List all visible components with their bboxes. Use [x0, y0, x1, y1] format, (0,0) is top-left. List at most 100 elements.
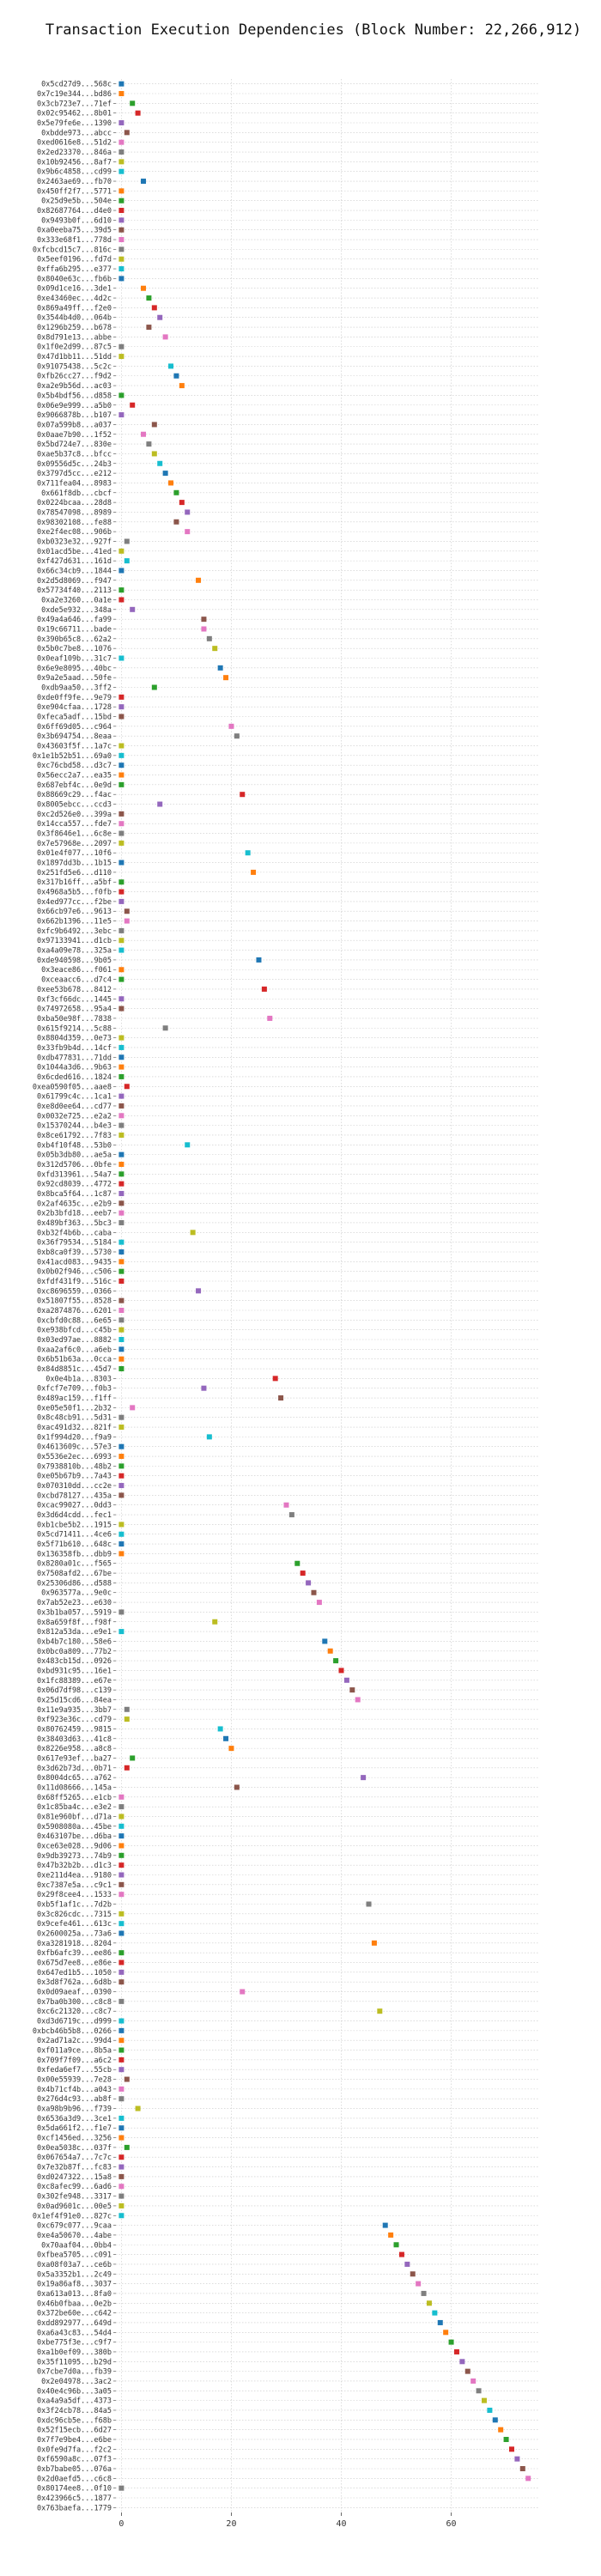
data-point: [124, 1716, 130, 1722]
y-tick-label: 0xfcbcd15c7...816c: [33, 246, 112, 254]
data-point: [118, 1959, 124, 1965]
y-tick-label: 0x25306d86...d588: [37, 1579, 112, 1588]
data-point: [118, 898, 124, 904]
y-tick-label: 0x1044a3d6...9b63: [37, 1064, 112, 1072]
y-tick-label: 0x8ce61792...7f83: [37, 1132, 112, 1140]
data-point: [146, 295, 152, 301]
y-tick-label: 0x80762459...9815: [37, 1725, 112, 1734]
data-point: [228, 1746, 234, 1752]
data-point: [212, 1619, 218, 1625]
data-point: [118, 743, 124, 749]
y-tick-labels: 0x5cd27d9...568c0x7c19e344...bd860x3cb72…: [33, 81, 112, 2513]
data-point: [464, 2368, 470, 2374]
chart-title: Transaction Execution Dependencies (Bloc…: [46, 21, 581, 39]
data-point: [118, 266, 124, 272]
data-point: [118, 1551, 124, 1557]
y-tick-label: 0x1e1b52b51...69a0: [33, 752, 112, 761]
data-point: [366, 1901, 372, 1907]
y-tick-label: 0x7c19e344...bd86: [37, 90, 112, 99]
y-tick-label: 0xde940598...9b05: [37, 957, 112, 965]
y-tick-label: 0xbe775f3e...c9f7: [37, 2339, 112, 2348]
data-point: [118, 2184, 124, 2190]
y-tick-label: 0xa08f03a7...ce6b: [37, 2261, 112, 2269]
y-tick-label: 0x5cd71411...4ce6: [37, 1531, 112, 1540]
y-tick-label: 0x333e68f1...778d: [37, 236, 112, 245]
y-tick-label: 0x9db39273...74b9: [37, 1852, 112, 1861]
data-point: [349, 1687, 355, 1693]
y-tick-label: 0xf011a9ce...8b5a: [37, 2047, 112, 2056]
y-tick-label: 0xd0247322...15a8: [37, 2173, 112, 2182]
data-point: [118, 1122, 124, 1128]
y-tick-label: 0x5b0c7be8...1076: [37, 645, 112, 653]
data-point: [421, 2290, 427, 2296]
data-point: [118, 1200, 124, 1206]
y-tick-label: 0xc679c077...9caa: [37, 2222, 112, 2231]
data-point: [118, 2067, 124, 2073]
data-point: [118, 1317, 124, 1323]
y-tick-label: 0x1ef4f91e0...827c: [33, 2212, 112, 2221]
y-tick-label: 0x7f7e9be4...e6be: [37, 2436, 112, 2445]
y-tick-label: 0x5eef0196...fd7d: [37, 256, 112, 264]
data-point: [355, 1697, 361, 1703]
data-point: [118, 762, 124, 769]
data-point: [118, 188, 124, 194]
y-tick-label: 0x8804d359...0e73: [37, 1035, 112, 1043]
data-point: [118, 1035, 124, 1041]
y-tick-label: 0x29f8cee4...1533: [37, 1891, 112, 1899]
data-point: [118, 2213, 124, 2219]
data-point: [118, 2115, 124, 2121]
y-tick-label: 0x0d09aeaf...0390: [37, 1989, 112, 1997]
y-tick-label: 0x276d4c93...ab8f: [37, 2095, 112, 2104]
data-point: [124, 2076, 130, 2082]
data-point: [118, 1346, 124, 1352]
data-point: [118, 1073, 124, 1079]
y-tick-label: 0x84d8851c...45d7: [37, 1365, 112, 1374]
y-tick-label: 0x3b1ba057...5919: [37, 1608, 112, 1617]
data-point: [118, 2173, 124, 2179]
y-tick-label: 0x5f71b610...648c: [37, 1540, 112, 1549]
data-point: [212, 646, 218, 652]
y-tick-label: 0xdd892977...649d: [37, 2319, 112, 2328]
data-point: [382, 2222, 388, 2228]
y-tick-label: 0xa4a9a5df...4373: [37, 2397, 112, 2406]
y-tick-label: 0xa0eeba75...39d5: [37, 227, 112, 235]
data-point: [135, 110, 141, 116]
data-point: [162, 471, 168, 477]
y-tick-label: 0x390b65c8...62a2: [37, 635, 112, 644]
y-tick-label: 0x1fc88389...e67e: [37, 1677, 112, 1686]
data-point: [206, 635, 212, 641]
data-point: [416, 2281, 422, 2287]
data-point: [118, 1151, 124, 1157]
y-tick-label: 0xfdf431f9...516c: [37, 1278, 112, 1286]
data-point: [338, 1668, 344, 1674]
data-point: [519, 2465, 525, 2471]
data-point: [130, 402, 136, 408]
y-tick-label: 0x11d08666...145a: [37, 1783, 112, 1792]
data-point: [118, 2485, 124, 2491]
data-point: [151, 305, 157, 311]
y-tick-label: 0x312d5706...0bfe: [37, 1161, 112, 1170]
data-point: [130, 1755, 136, 1761]
y-tick-label: 0x2ed23370...846a: [37, 149, 112, 157]
y-tick-label: 0x963577a...9e0c: [41, 1589, 112, 1598]
data-point: [118, 1483, 124, 1489]
data-point: [118, 1852, 124, 1858]
y-tick-label: 0xb8ca0f39...5730: [37, 1249, 112, 1257]
data-point: [168, 480, 174, 486]
data-point: [118, 1862, 124, 1868]
data-point: [426, 2300, 432, 2306]
data-point: [124, 1765, 130, 1771]
data-point: [118, 1629, 124, 1635]
data-point: [162, 1025, 168, 1031]
y-tick-label: 0x81e960bf...d71a: [37, 1813, 112, 1821]
y-tick-label: 0xb32f4b6b...caba: [37, 1229, 112, 1237]
y-tick-label: 0x463107be...d6ba: [37, 1832, 112, 1841]
axis-layer: [113, 83, 452, 2516]
data-point: [267, 1015, 273, 1021]
data-point: [118, 354, 124, 360]
y-tick-label: 0x489ac159...f1ff: [37, 1394, 112, 1403]
y-tick-label: 0x56ecc2a7...ea35: [37, 772, 112, 781]
y-tick-label: 0x3544b4d0...064b: [37, 314, 112, 323]
y-tick-label: 0xb5f1af1c...7d2b: [37, 1901, 112, 1910]
y-tick-label: 0xcbfd0c88...6e65: [37, 1316, 112, 1325]
